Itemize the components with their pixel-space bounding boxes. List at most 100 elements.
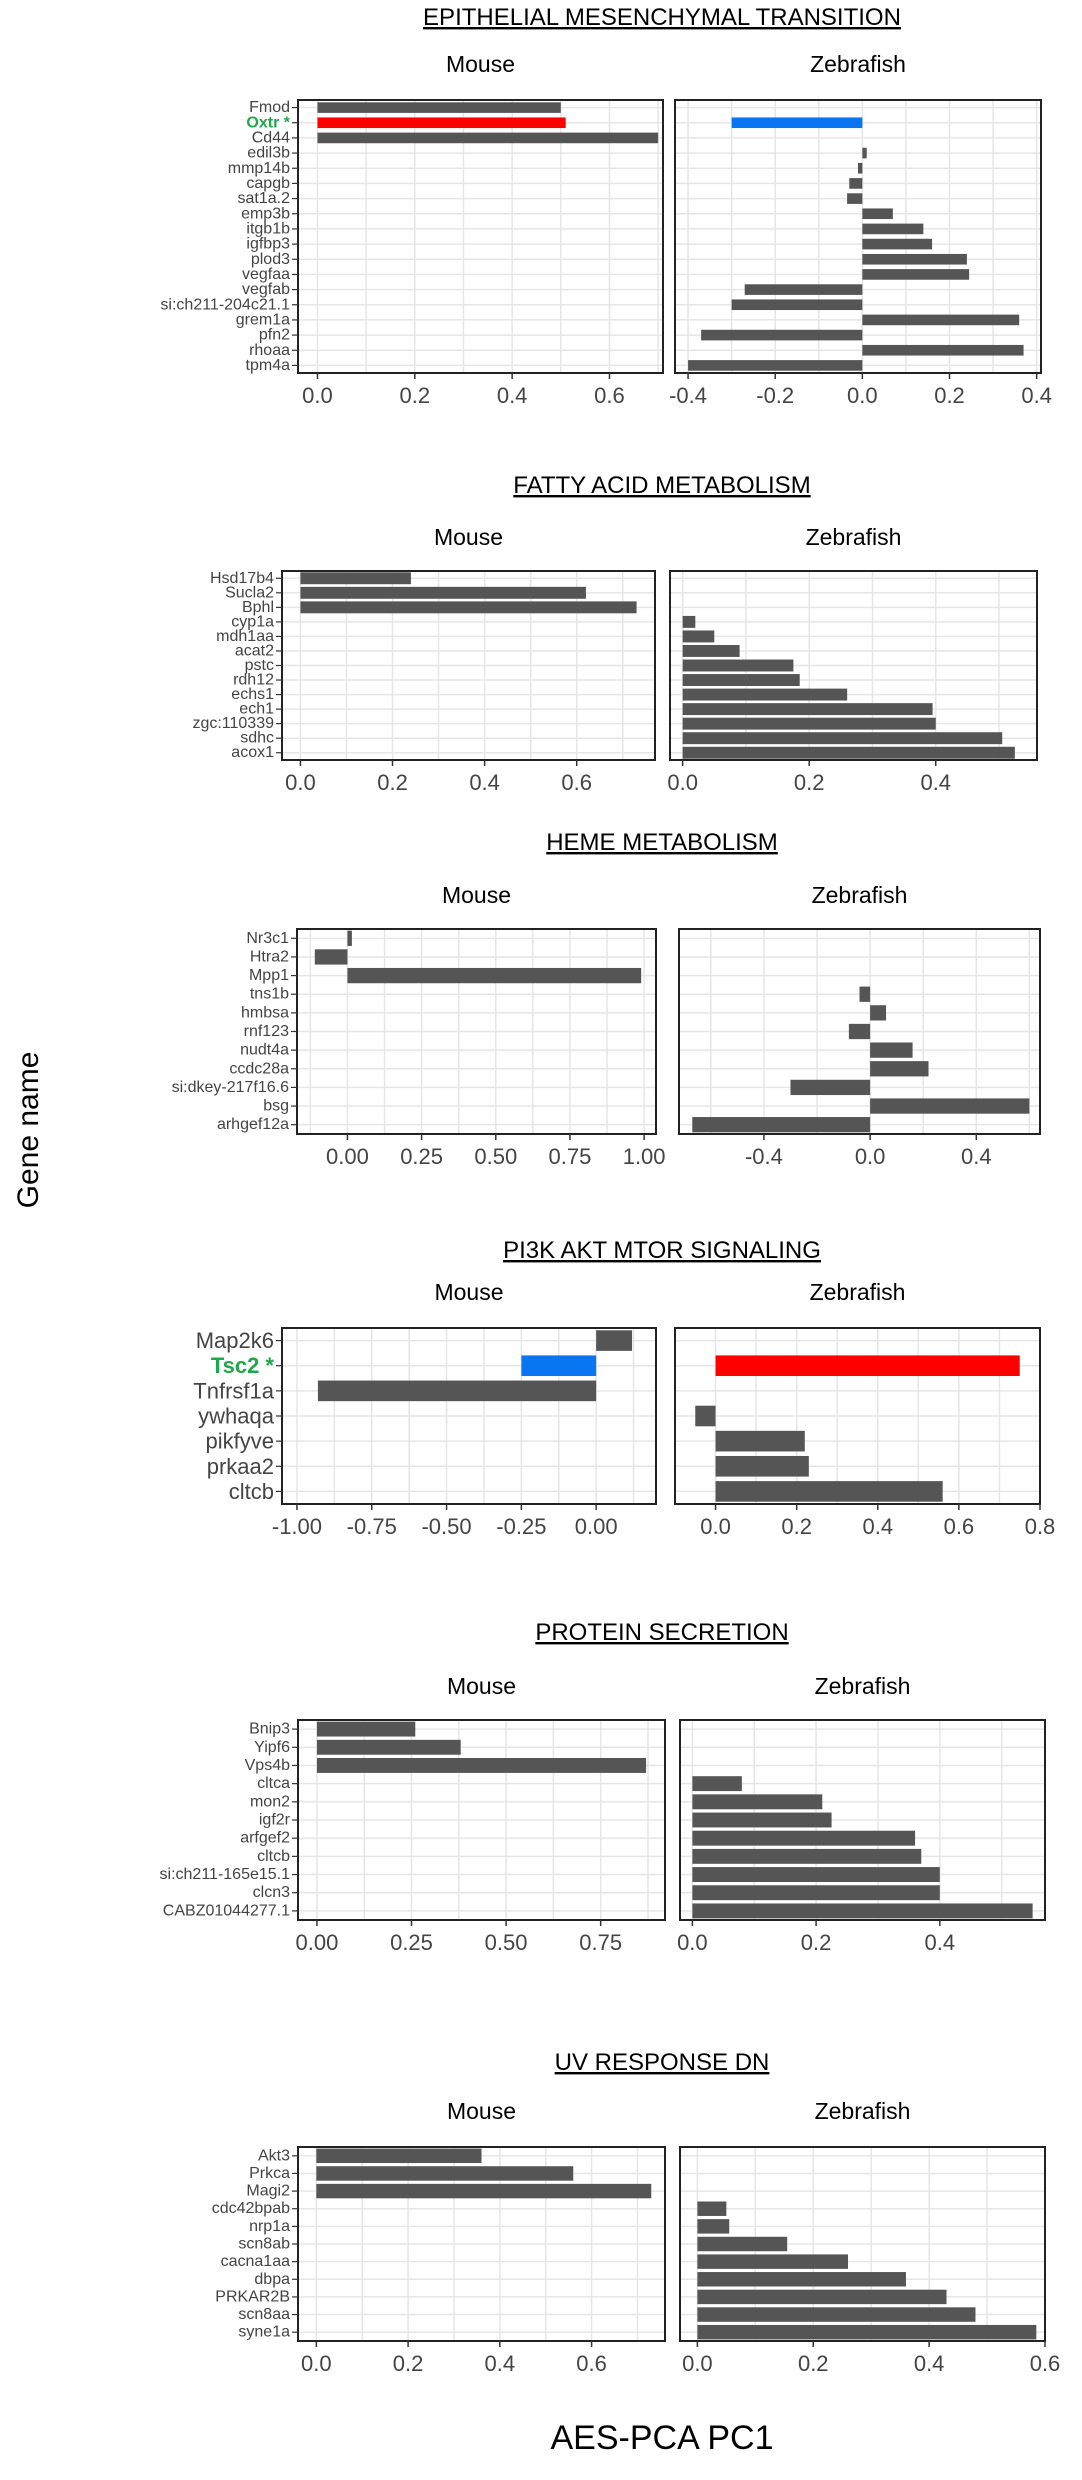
x-tick-label: 0.4 (914, 2351, 945, 2376)
bar-mon2 (692, 1794, 823, 1810)
bar-cd44 (317, 132, 659, 144)
category-label-rdh12: rdh12 (233, 672, 274, 689)
category-label-cacna1aa: cacna1aa (221, 2253, 290, 2270)
bar-cltcb (692, 1848, 922, 1864)
category-label-hmbsa: hmbsa (241, 1004, 289, 1021)
x-tick-label: -0.4 (745, 1144, 783, 1169)
x-tick-label: 0.6 (594, 383, 625, 408)
panel-zebrafish: Zebrafish -0.4 -0.2 0.0 0.2 0.4 (669, 51, 1052, 408)
x-tick-label: 0.6 (576, 2351, 607, 2376)
category-label-map2k6: Map2k6 (196, 1328, 274, 1353)
category-label-rhoaa: rhoaa (249, 342, 290, 359)
category-label-emp3b: emp3b (241, 205, 290, 222)
panel-frame (669, 570, 1038, 761)
bar-hmbsa (870, 1005, 887, 1021)
category-label-igfbp3: igfbp3 (246, 236, 290, 253)
x-tick-label: 0.00 (326, 1144, 369, 1169)
x-tick-label: 0.0 (677, 1930, 708, 1955)
x-tick-label: -0.75 (347, 1514, 397, 1539)
category-label-cdc42bpab: cdc42bpab (212, 2200, 290, 2217)
category-label-sat1a-2: sat1a.2 (238, 190, 291, 207)
category-label-pfn2: pfn2 (259, 327, 290, 344)
x-tick-label: 0.75 (549, 1144, 592, 1169)
category-label-cabz01044277-1: CABZ01044277.1 (163, 1902, 290, 1919)
bar-sat1a-2 (847, 193, 863, 204)
bar-nrp1a (697, 2219, 730, 2234)
bar-prkaa2 (715, 1455, 809, 1477)
y-axis-label: Gene name (12, 1052, 45, 1209)
bar-pfn2 (701, 329, 863, 341)
bar-cltcb (715, 1481, 943, 1502)
panel-zebrafish: Zebrafish -0.4 0.0 0.4 (678, 882, 1041, 1169)
category-label-bnip3: Bnip3 (249, 1721, 290, 1738)
chart-title: HEME METABOLISM (546, 829, 778, 856)
category-label-grem1a: grem1a (236, 311, 290, 328)
category-label-prkca: Prkca (249, 2165, 290, 2182)
panel-frame (679, 2146, 1046, 2342)
bar-scn8aa (697, 2307, 976, 2322)
category-label-scn8aa: scn8aa (238, 2306, 290, 2323)
bar-rhoaa (862, 344, 1024, 356)
category-label-si-dkey-217f16-6: si:dkey-217f16.6 (172, 1079, 290, 1096)
bar-dbpa (697, 2272, 906, 2287)
bar-syne1a (697, 2324, 1037, 2340)
bar-si-dkey-217f16-6 (790, 1079, 871, 1096)
panel-zebrafish: Zebrafish 0.0 0.2 0.4 0.6 0.8 (674, 1279, 1055, 1539)
bar-sucla2 (300, 586, 586, 599)
x-tick-label: 0.0 (700, 1514, 731, 1539)
panel-zebrafish: Zebrafish 0.0 0.2 0.4 (677, 1673, 1046, 1955)
category-label-itgb1b: itgb1b (246, 220, 290, 237)
bar-vegfab (744, 284, 863, 295)
x-tick-label: -1.00 (272, 1514, 322, 1539)
category-label-mon2: mon2 (250, 1793, 290, 1810)
category-label-htra2: Htra2 (250, 948, 289, 965)
facet-label: Zebrafish (810, 1279, 906, 1305)
bar-pikfyve (715, 1430, 805, 1452)
category-label-cltcb: cltcb (257, 1848, 290, 1865)
bar-oxtr (317, 117, 566, 129)
category-label-si-ch211-165e15-1: si:ch211-165e15.1 (160, 1866, 291, 1883)
bar-tsc2 (521, 1355, 597, 1377)
x-tick-label: 0.2 (794, 770, 825, 795)
bar-bsg (870, 1098, 1030, 1114)
x-tick-label: -0.25 (496, 1514, 546, 1539)
bar-capgb (849, 178, 863, 189)
facet-label: Zebrafish (815, 2098, 911, 2124)
bar-bphl (300, 601, 637, 614)
category-label-syne1a: syne1a (238, 2324, 290, 2341)
bar-sdhc (682, 732, 1003, 745)
category-label-cltcb: cltcb (229, 1479, 274, 1504)
category-label-cyp1a: cyp1a (231, 613, 274, 630)
bar-ywhaqa (695, 1405, 716, 1427)
x-tick-label: 0.0 (855, 1144, 886, 1169)
x-tick-label: 0.4 (1021, 383, 1052, 408)
x-tick-label: 1.00 (623, 1144, 666, 1169)
x-tick-label: 0.2 (934, 383, 965, 408)
category-label-magi2: Magi2 (246, 2183, 290, 2200)
facet-label: Zebrafish (806, 524, 902, 550)
bar-mpp1 (347, 967, 642, 984)
panel-mouse: Mouse 0.0 0.2 0.4 0.6 (297, 2098, 666, 2376)
panel-frame (297, 99, 664, 374)
facet-label: Mouse (446, 51, 515, 77)
chart-title: FATTY ACID METABOLISM (513, 472, 810, 499)
bar-bnip3 (316, 1721, 416, 1737)
x-tick-label: 0.6 (1030, 2351, 1061, 2376)
x-tick-label: -0.2 (756, 383, 794, 408)
bar-tpm4a (688, 360, 863, 371)
bar-acox1 (682, 746, 1015, 759)
bar-plod3 (862, 253, 967, 265)
chart-title: UV RESPONSE DN (555, 2049, 770, 2076)
x-tick-label: 0.2 (781, 1514, 812, 1539)
bar-ech1 (682, 703, 933, 716)
category-label-rnf123: rnf123 (244, 1023, 289, 1040)
chart-protein-secretion: PROTEIN SECRETION Mouse 0.00 0.25 0.50 0.75 Ze… (160, 1619, 1046, 1955)
category-label-vps4b: Vps4b (245, 1757, 290, 1774)
chart-title: EPITHELIAL MESENCHYMAL TRANSITION (423, 4, 901, 31)
bar-nudt4a (870, 1042, 913, 1058)
bar-fmod (317, 102, 561, 113)
bar-cabz01044277-1 (692, 1903, 1033, 1919)
bar-si-ch211-204c21-1 (731, 299, 863, 311)
bar-pstc (682, 659, 794, 672)
bar-tns1b (859, 986, 871, 1002)
